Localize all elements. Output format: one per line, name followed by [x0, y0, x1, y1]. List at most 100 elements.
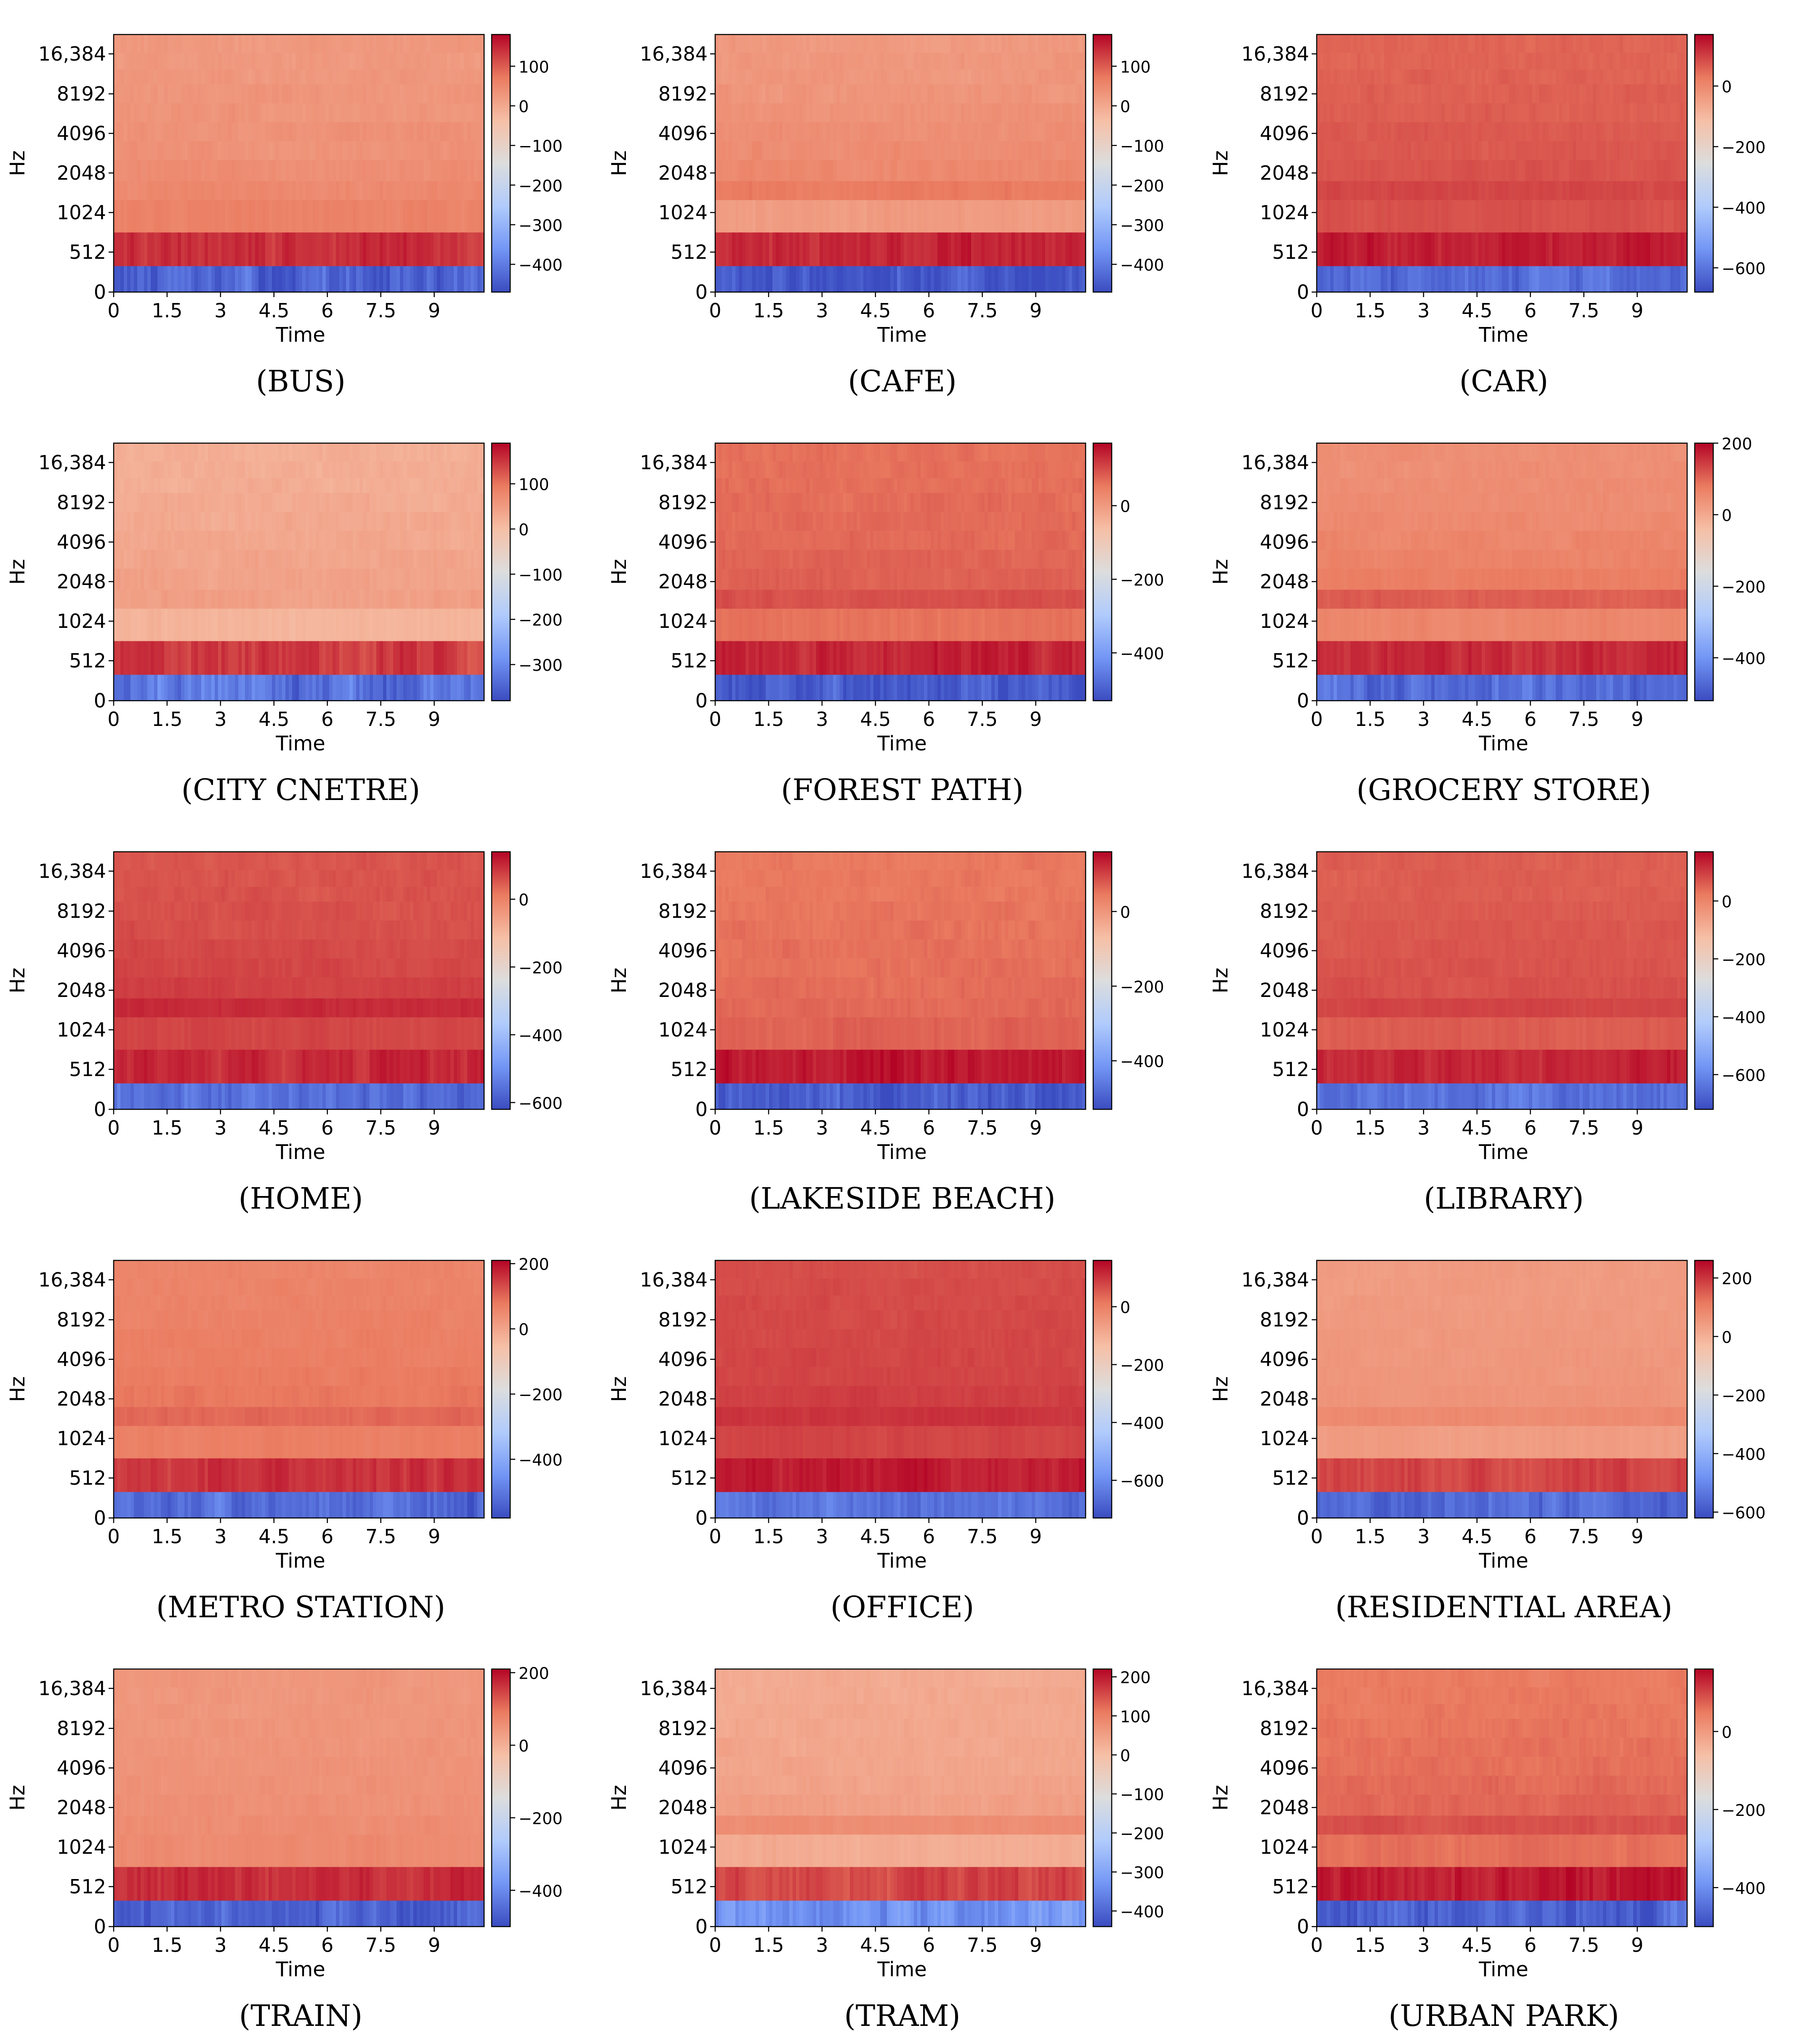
heatmap-cell [1569, 141, 1573, 160]
heatmap-cell [1657, 53, 1661, 70]
heatmap-cell [130, 84, 134, 104]
heatmap-cell [1640, 160, 1644, 181]
heatmap-cell [1680, 53, 1684, 70]
heatmap-cell [1529, 141, 1533, 160]
heatmap-cell [1451, 69, 1455, 85]
heatmap-cell [1428, 53, 1432, 70]
heatmap-cell [319, 512, 323, 531]
heatmap-cell [1032, 200, 1036, 233]
heatmap-cell [1451, 103, 1455, 122]
heatmap-cell [326, 232, 330, 266]
heatmap-cell [299, 641, 303, 675]
heatmap-cell [1633, 232, 1637, 266]
heatmap-cell [137, 200, 141, 233]
heatmap-cell [1055, 69, 1059, 85]
heatmap-cell [1008, 266, 1012, 292]
heatmap-cell [867, 232, 871, 266]
heatmap-cell [447, 103, 451, 122]
heatmap-cell [407, 141, 410, 160]
heatmap-cell [127, 103, 131, 122]
y-tick-label: 2048 [1260, 162, 1309, 184]
heatmap-cell [816, 53, 820, 70]
heatmap-cell [1327, 200, 1331, 233]
heatmap-cell [1478, 122, 1482, 141]
heatmap-cell [900, 122, 904, 141]
heatmap-cell [1664, 141, 1667, 160]
heatmap-cell [715, 69, 719, 85]
heatmap-cell [840, 141, 844, 160]
heatmap-cell [991, 84, 995, 104]
heatmap-cell [1371, 141, 1374, 160]
heatmap-cell [201, 266, 205, 292]
heatmap-cell [390, 84, 394, 104]
heatmap-cell [820, 53, 823, 70]
heatmap-cell [1045, 141, 1049, 160]
heatmap-cell [941, 103, 945, 122]
heatmap-cell [843, 84, 847, 104]
heatmap-cell [836, 84, 840, 104]
heatmap-cell [847, 200, 850, 233]
heatmap-cell [1680, 266, 1684, 292]
heatmap-cell [188, 53, 192, 70]
heatmap-cell [1549, 266, 1553, 292]
heatmap-cell [312, 512, 316, 531]
heatmap-cell [1509, 103, 1512, 122]
heatmap-cell [1684, 53, 1688, 70]
heatmap-cell [1576, 69, 1580, 85]
heatmap-cell [1001, 103, 1005, 122]
heatmap-cell [225, 512, 229, 531]
heatmap-cell [265, 160, 269, 181]
heatmap-cell [793, 122, 796, 141]
heatmap-cell [211, 266, 215, 292]
heatmap-cell [1438, 141, 1442, 160]
heatmap-cell [205, 266, 208, 292]
heatmap-cell [154, 641, 158, 675]
heatmap-cell [178, 609, 181, 641]
heatmap-cell [333, 200, 336, 233]
heatmap-cell [951, 200, 955, 233]
heatmap-cell [910, 200, 914, 233]
heatmap-cell [1330, 69, 1334, 85]
heatmap-cell [302, 266, 306, 292]
heatmap-cell [454, 181, 458, 200]
heatmap-cell [850, 84, 854, 104]
heatmap-cell [353, 53, 357, 70]
heatmap-cell [1556, 266, 1560, 292]
heatmap-cell [1468, 69, 1472, 85]
heatmap-cell [1583, 103, 1587, 122]
heatmap-cell [380, 232, 383, 266]
heatmap-cell [208, 160, 212, 181]
heatmap-cell [934, 232, 938, 266]
heatmap-cell [1680, 181, 1684, 200]
heatmap-cell [1337, 84, 1341, 104]
heatmap-cell [147, 641, 151, 675]
heatmap-cell [1340, 69, 1344, 85]
heatmap-cell [309, 675, 313, 701]
heatmap-cell [1586, 53, 1590, 70]
heatmap-cell [376, 590, 380, 609]
heatmap-cell [181, 181, 185, 200]
heatmap-cell [887, 35, 891, 53]
heatmap-cell [269, 550, 272, 569]
heatmap-cell [1556, 84, 1560, 104]
heatmap-cell [1062, 160, 1066, 181]
heatmap-cell [1022, 35, 1025, 53]
heatmap-cell [1515, 103, 1519, 122]
heatmap-cell [722, 232, 726, 266]
heatmap-cell [407, 200, 410, 233]
heatmap-cell [296, 160, 299, 181]
heatmap-cell [907, 35, 911, 53]
heatmap-cell [783, 200, 786, 233]
heatmap-cell [1539, 35, 1543, 53]
heatmap-cell [285, 550, 289, 569]
heatmap-cell [191, 232, 195, 266]
heatmap-cell [1337, 122, 1341, 141]
x-tick-label: 4.5 [860, 299, 891, 322]
heatmap-cell [1532, 266, 1536, 292]
heatmap-cell [772, 122, 776, 141]
heatmap-cell [157, 232, 161, 266]
heatmap-cell [235, 141, 239, 160]
heatmap-cell [464, 84, 468, 104]
heatmap-cell [248, 550, 252, 569]
heatmap-cell [988, 232, 992, 266]
